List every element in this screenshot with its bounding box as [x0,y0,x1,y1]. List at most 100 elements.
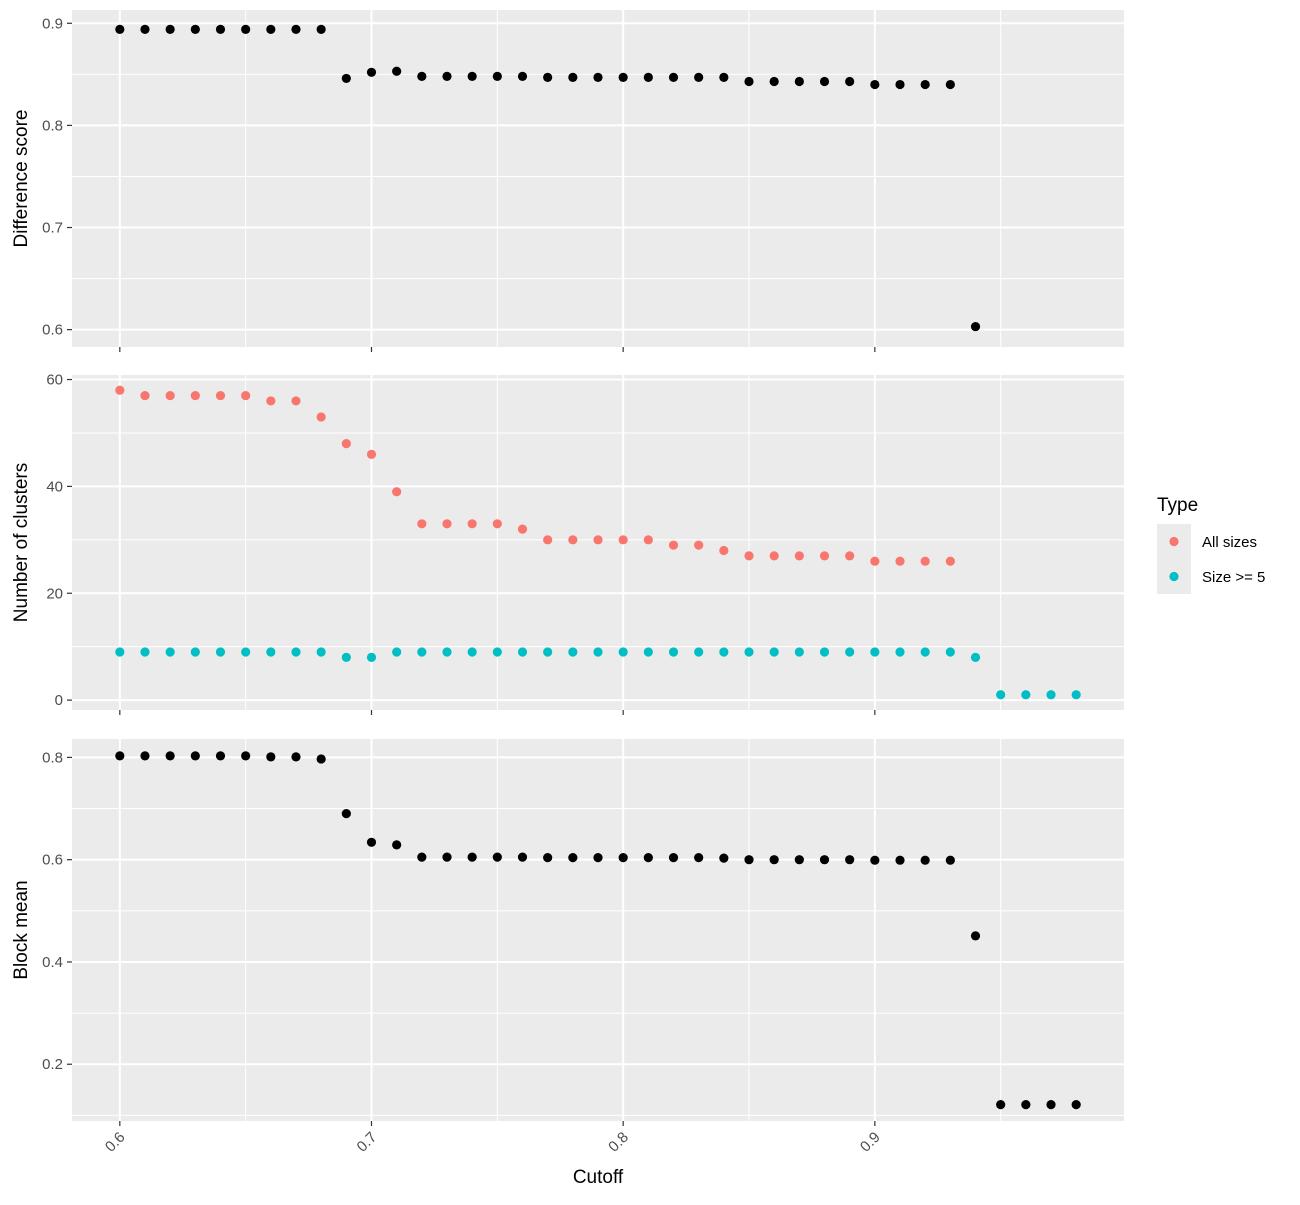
data-point [115,647,125,657]
data-point [819,551,830,561]
data-point [215,751,226,761]
y-tick-label: 60 [46,372,63,389]
data-point [442,647,452,657]
data-point [215,24,226,35]
data-point [241,751,251,761]
data-point [392,647,402,657]
data-point [668,647,679,657]
data-point [215,647,226,657]
data-point [920,855,930,865]
data-point [392,487,402,497]
data-point [492,71,502,81]
data-point [920,79,930,90]
data-point [190,390,200,401]
data-point [1046,1100,1056,1110]
data-point [341,73,351,84]
data-point [140,751,150,761]
data-point [165,751,175,761]
data-point [543,853,553,863]
data-point [190,751,200,761]
data-point [467,852,477,862]
data-point [794,551,804,561]
data-point [366,837,377,847]
legend-key-point [1169,536,1179,547]
data-point [643,72,653,82]
data-point [895,556,905,566]
data-point [115,24,125,35]
data-point [467,647,477,657]
data-point [291,752,301,762]
data-point [996,1100,1006,1110]
data-point [819,647,830,657]
data-point [316,754,326,764]
data-point [769,551,779,561]
data-point [719,545,729,556]
data-point [593,853,603,863]
data-point [517,524,528,534]
data-point [1021,1100,1031,1110]
series-2 [115,647,1081,700]
data-point [593,535,603,545]
data-point [744,855,754,865]
data-point [769,855,779,865]
data-point [694,647,704,657]
data-point [970,321,981,332]
data-point [241,390,251,401]
data-point [970,652,981,662]
data-point [643,647,653,657]
data-point [517,647,528,657]
data-point [442,852,452,862]
data-point [694,540,704,550]
y-tick-label: 0.4 [42,954,63,971]
data-point [442,519,452,529]
data-point [920,647,930,657]
data-point [719,72,729,82]
data-point [719,853,729,863]
data-point [744,551,754,561]
data-point [568,647,578,657]
data-point [543,72,553,82]
data-point [870,647,880,657]
data-point [769,76,779,87]
data-point [568,535,578,545]
y-axis-title: Difference score [11,110,32,248]
data-point [366,449,377,459]
data-point [266,752,276,762]
data-point [895,855,905,865]
x-tick-label: 0.9 [857,1129,884,1156]
data-point [819,855,830,865]
data-point [870,556,880,566]
data-point [643,853,653,863]
y-axis-title: Block mean [11,880,32,979]
data-point [341,652,351,662]
data-point [366,67,377,77]
y-tick-label: 0.7 [42,220,63,237]
y-tick-label: 0.2 [42,1056,63,1073]
panel-2: 0 20 40 60 Number of clusters [11,372,1124,715]
data-point [970,931,981,941]
data-point [442,71,452,81]
data-point [467,71,477,81]
legend: Type All sizes Size >= 5 [1157,495,1265,594]
x-tick-label: 0.6 [102,1129,129,1156]
data-point [618,647,628,657]
data-point [618,72,628,82]
data-point [668,853,679,863]
y-tick-label: 0.8 [42,749,63,766]
data-point [1071,1100,1081,1110]
data-point [316,24,326,35]
data-point [190,647,200,657]
data-point [593,72,603,82]
data-point [895,647,905,657]
legend-key-point [1169,571,1179,582]
data-point [517,852,528,862]
y-tick-label: 0.8 [42,117,63,134]
data-point [140,390,150,401]
data-point [568,72,578,82]
data-point [694,72,704,82]
data-point [366,652,377,662]
y-tick-label: 0.9 [42,15,63,32]
data-point [1021,690,1031,700]
panel-background [72,10,1124,347]
